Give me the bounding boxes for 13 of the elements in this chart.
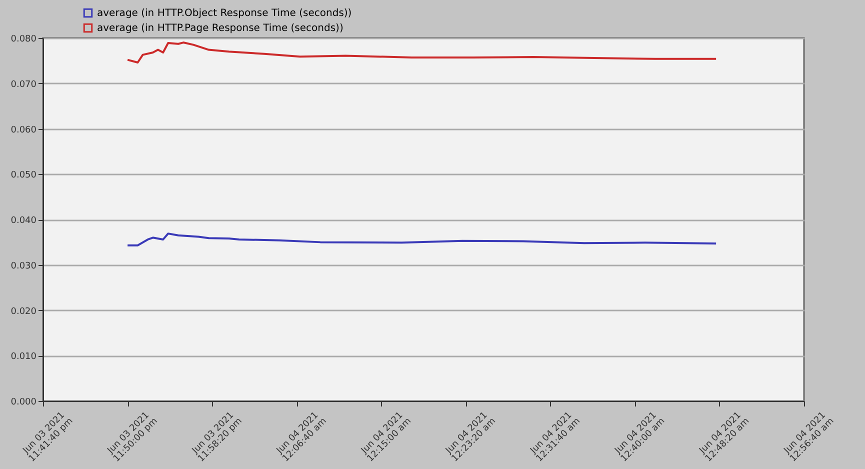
y-tick-label: 0.000 [10, 398, 37, 408]
y-tick-label: 0.030 [10, 261, 37, 272]
legend-label: average (in HTTP.Object Response Time (seconds)) [97, 8, 352, 19]
line-series [126, 42, 718, 64]
y-tick-label: 0.080 [10, 34, 37, 44]
y-tick-label: 0.040 [10, 216, 37, 226]
line-series [126, 232, 718, 246]
y-tick-label: 0.010 [10, 352, 37, 362]
y-tick-label: 0.070 [10, 80, 37, 90]
y-tick-label: 0.060 [10, 125, 37, 136]
y-tick-label: 0.020 [10, 306, 37, 317]
legend-label: average (in HTTP.Page Response Time (seconds)) [97, 23, 344, 34]
y-tick-label: 0.050 [10, 170, 37, 181]
